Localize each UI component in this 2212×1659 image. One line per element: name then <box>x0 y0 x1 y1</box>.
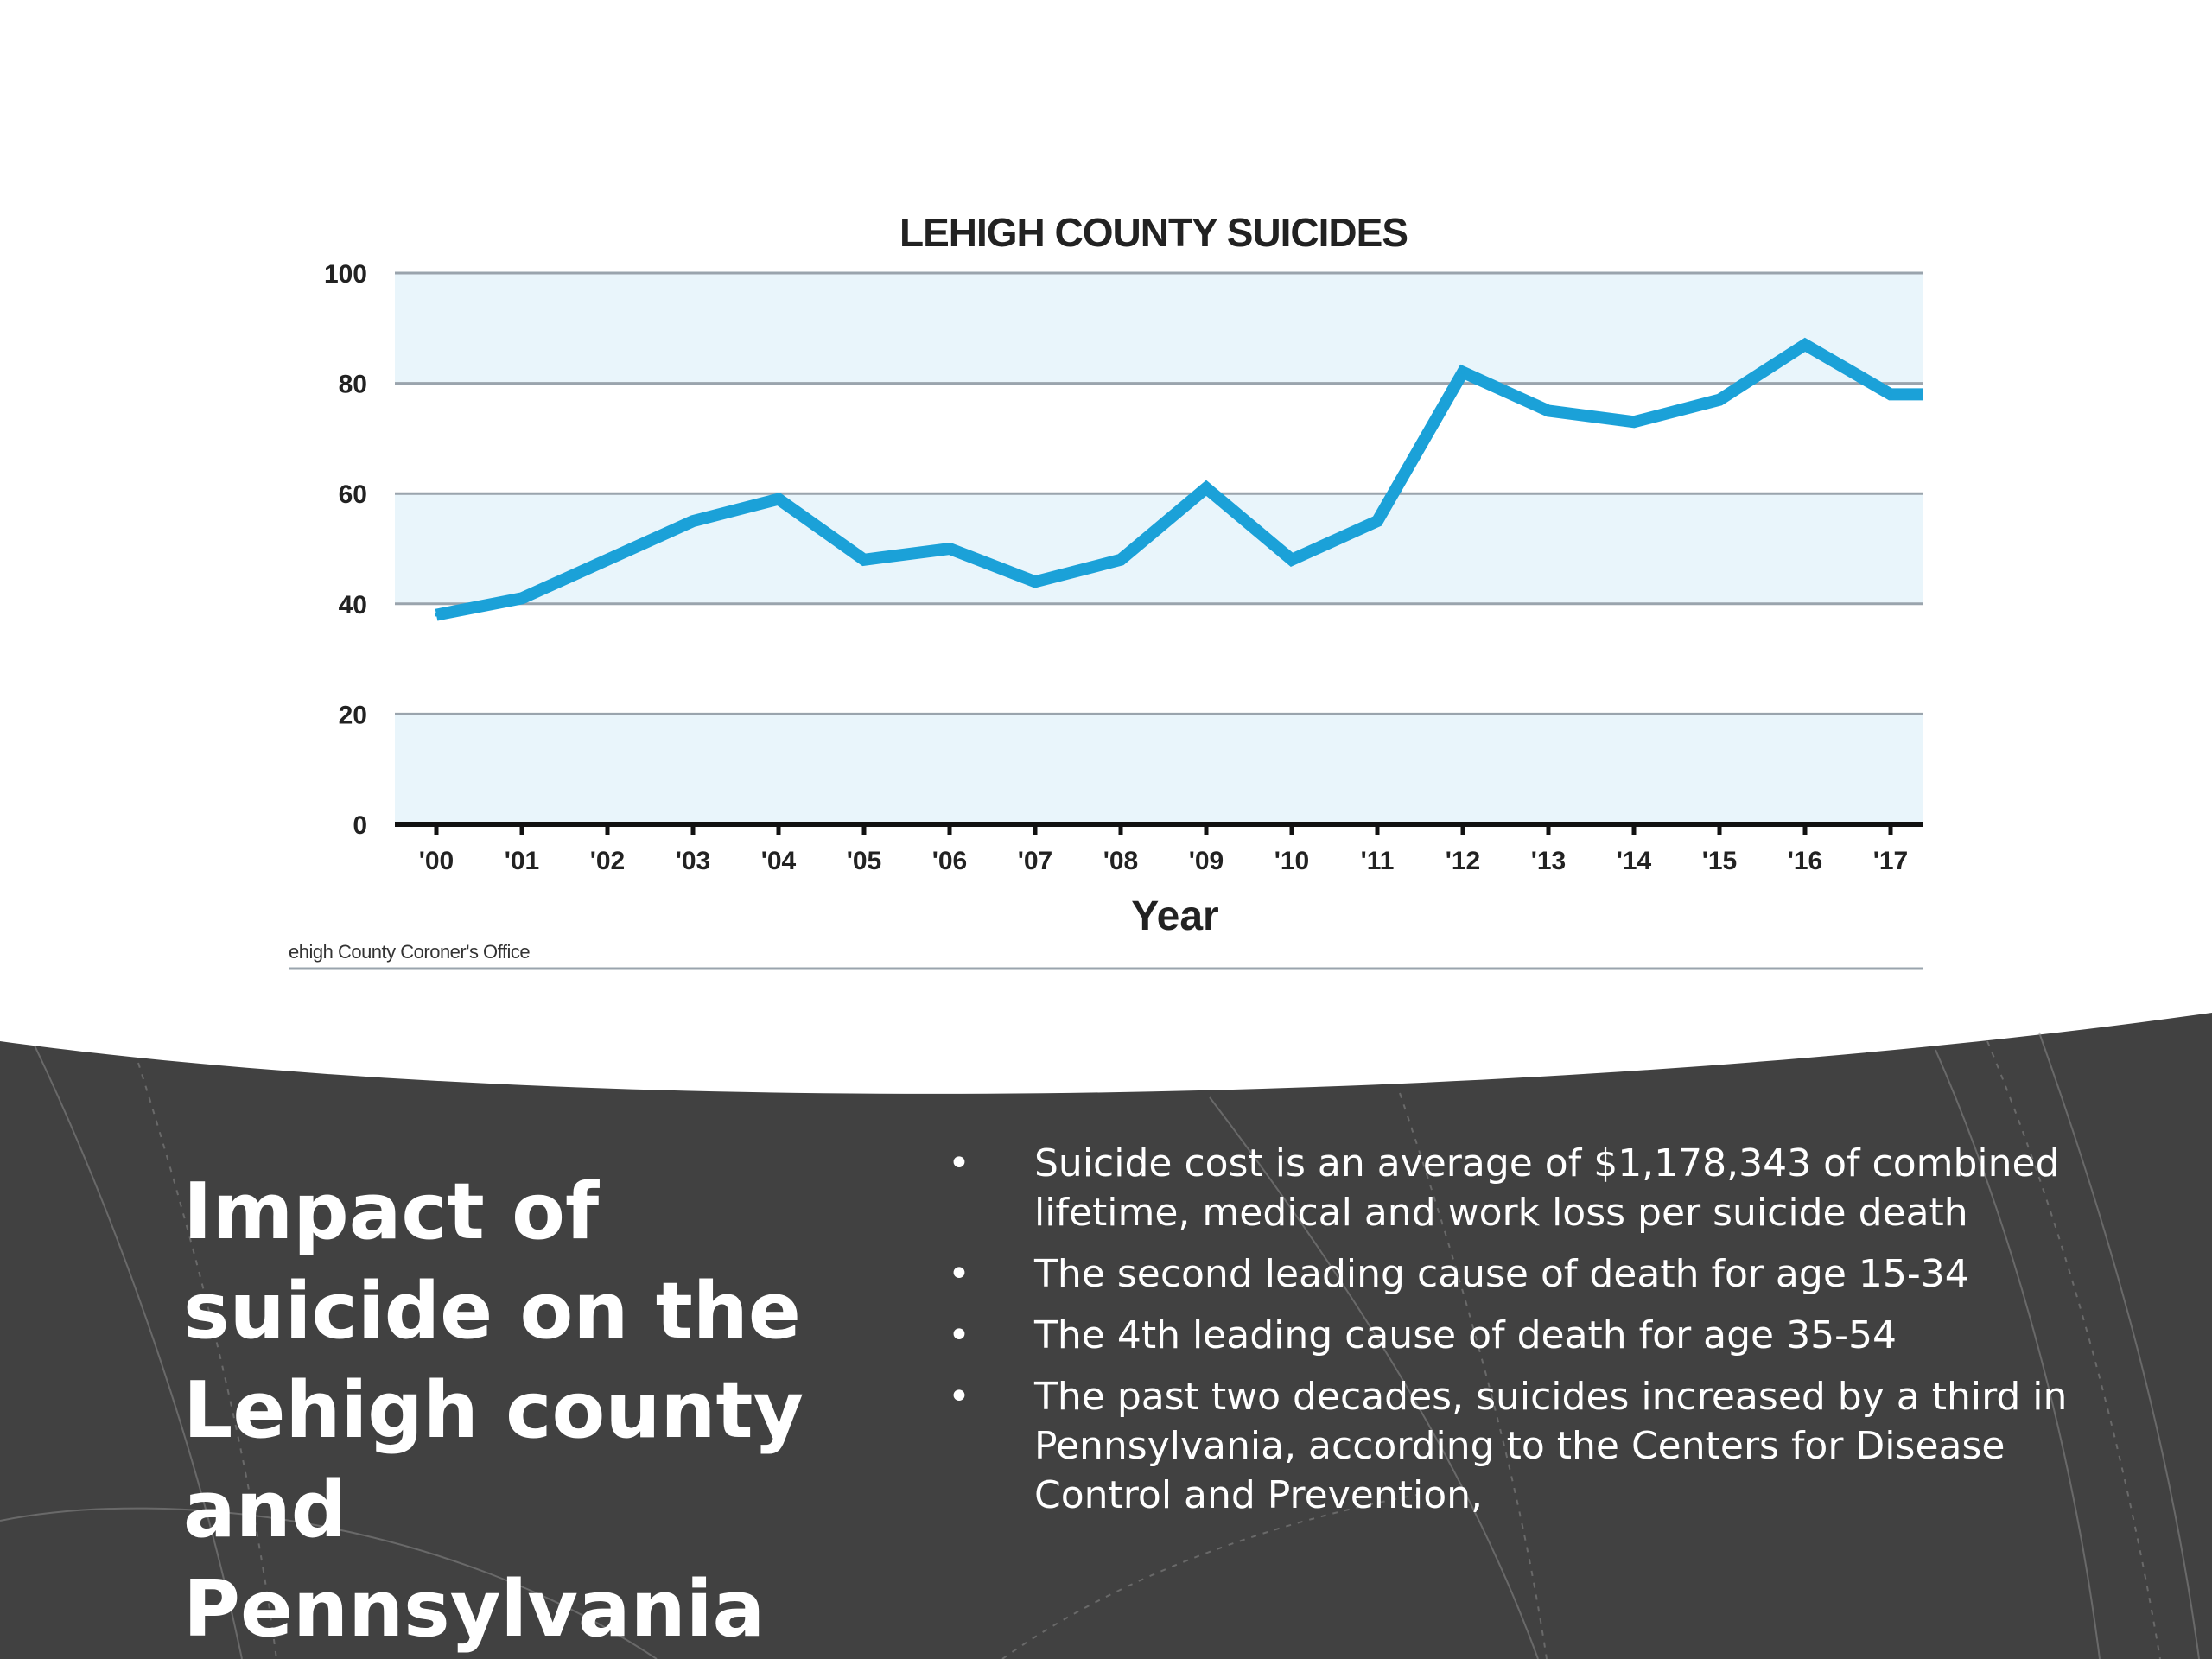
chart-band <box>395 493 1923 604</box>
chart-title: LEHIGH COUNTY SUICIDES <box>899 210 1408 255</box>
x-axis <box>395 822 1923 835</box>
data-point <box>1461 370 1465 374</box>
y-tick-label: 40 <box>339 591 367 620</box>
slide-title: Impact of suicide on the Lehigh county a… <box>183 1166 804 1655</box>
bullet-text: The 4th leading cause of death for age 3… <box>1034 1313 1897 1357</box>
data-point <box>1632 420 1636 424</box>
bullet-item: • Suicide cost is an average of $1,178,34… <box>946 1139 2095 1237</box>
data-point <box>1205 486 1208 490</box>
chart-bands <box>395 273 1923 824</box>
x-tick-label: '05 <box>847 847 882 875</box>
x-tick-label: '06 <box>932 847 968 875</box>
series-lines <box>435 337 1923 621</box>
bullet-text: Suicide cost is an average of $1,178,343… <box>1034 1141 2060 1235</box>
y-tick-label: 60 <box>339 480 367 509</box>
chart-gridlines <box>395 271 1923 715</box>
data-point <box>1547 409 1550 413</box>
y-tick-label: 0 <box>353 811 367 840</box>
bullet-icon: • <box>948 1252 970 1296</box>
x-tick-label: '13 <box>1531 847 1567 875</box>
x-tick-label: '01 <box>505 847 540 875</box>
y-axis-ticks: 0 20 40 60 80 100 <box>324 260 367 840</box>
x-axis-ticks: '00 '01 '02 '03 '04 '05 '06 '07 '08 '09 '10 '11 '12 '… <box>419 847 1909 875</box>
x-tick-label: '10 <box>1274 847 1310 875</box>
data-point <box>1290 557 1294 562</box>
data-point <box>777 497 780 501</box>
x-tick-label: '17 <box>1873 847 1909 875</box>
x-tick-label: '12 <box>1446 847 1481 875</box>
bullet-text: The past two decades, suicides increased… <box>1034 1375 2068 1517</box>
data-point <box>1119 557 1122 562</box>
data-point <box>1889 392 1892 397</box>
bullet-item: • The 4th leading cause of death for age … <box>946 1311 2095 1360</box>
bullet-text: The second leading cause of death for ag… <box>1034 1252 1969 1296</box>
bullet-icon: • <box>948 1313 970 1357</box>
source-note: ehigh County Coroner's Office <box>289 941 530 963</box>
y-tick-label: 20 <box>339 701 367 729</box>
bullet-list: • Suicide cost is an average of $1,178,34… <box>946 1139 2095 1532</box>
x-tick-label: '08 <box>1103 847 1139 875</box>
data-point <box>691 519 695 524</box>
y-tick-label: 80 <box>339 371 367 399</box>
data-point <box>1376 519 1379 524</box>
chart-band <box>395 273 1923 384</box>
x-tick-label: '11 <box>1361 847 1395 875</box>
data-point <box>862 557 866 562</box>
data-point <box>1718 397 1721 402</box>
bullet-item: • The past two decades, suicides increase… <box>946 1372 2095 1520</box>
data-point <box>1033 580 1037 584</box>
x-tick-label: '14 <box>1617 847 1652 875</box>
data-point <box>520 596 524 601</box>
x-tick-label: '03 <box>676 847 711 875</box>
data-point <box>1803 342 1807 346</box>
x-tick-label: '07 <box>1018 847 1053 875</box>
chart-band <box>395 714 1923 824</box>
dark-wave-panel <box>0 1013 2212 1659</box>
x-axis-label: Year <box>1131 893 1218 939</box>
x-tick-label: '16 <box>1788 847 1823 875</box>
bullet-icon: • <box>948 1375 970 1419</box>
x-tick-label: '04 <box>761 847 797 875</box>
data-point <box>435 613 438 617</box>
x-tick-label: '15 <box>1702 847 1738 875</box>
x-tick-label: '00 <box>419 847 454 875</box>
bullet-item: • The second leading cause of death for a… <box>946 1249 2095 1299</box>
decorative-arcs <box>0 1032 2200 1659</box>
data-point <box>948 547 951 550</box>
data-point <box>606 557 609 562</box>
bullet-icon: • <box>948 1141 970 1185</box>
x-tick-label: '09 <box>1189 847 1224 875</box>
x-tick-label: '02 <box>590 847 626 875</box>
y-tick-label: 100 <box>324 260 367 289</box>
